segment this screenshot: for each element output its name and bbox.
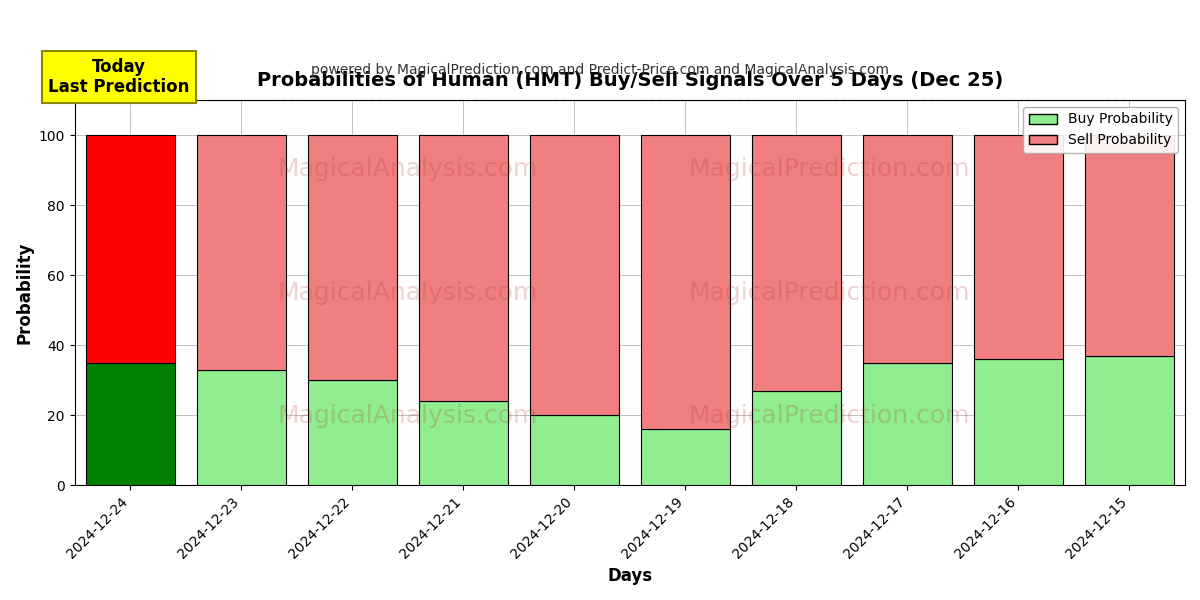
Bar bbox=[1085, 135, 1174, 356]
Y-axis label: Probability: Probability bbox=[16, 241, 34, 344]
Bar bbox=[752, 391, 841, 485]
Bar bbox=[197, 370, 286, 485]
Title: Probabilities of Human (HMT) Buy/Sell Signals Over 5 Days (Dec 25): Probabilities of Human (HMT) Buy/Sell Si… bbox=[257, 71, 1003, 90]
Bar bbox=[641, 429, 730, 485]
Bar bbox=[863, 135, 952, 362]
Bar bbox=[197, 135, 286, 370]
Bar bbox=[863, 362, 952, 485]
Bar bbox=[974, 359, 1063, 485]
Bar bbox=[308, 380, 397, 485]
Text: MagicalPrediction.com: MagicalPrediction.com bbox=[689, 404, 971, 428]
Text: MagicalAnalysis.com: MagicalAnalysis.com bbox=[277, 281, 538, 305]
Bar bbox=[1085, 356, 1174, 485]
Text: MagicalPrediction.com: MagicalPrediction.com bbox=[689, 281, 971, 305]
Text: powered by MagicalPrediction.com and Predict-Price.com and MagicalAnalysis.com: powered by MagicalPrediction.com and Pre… bbox=[311, 63, 889, 77]
Bar bbox=[85, 135, 174, 362]
Legend: Buy Probability, Sell Probability: Buy Probability, Sell Probability bbox=[1024, 107, 1178, 153]
Bar bbox=[419, 135, 508, 401]
Bar bbox=[752, 135, 841, 391]
Bar bbox=[974, 135, 1063, 359]
Text: MagicalAnalysis.com: MagicalAnalysis.com bbox=[277, 157, 538, 181]
Bar bbox=[641, 135, 730, 429]
Bar bbox=[85, 362, 174, 485]
Text: MagicalPrediction.com: MagicalPrediction.com bbox=[689, 157, 971, 181]
Bar bbox=[308, 135, 397, 380]
Text: MagicalAnalysis.com: MagicalAnalysis.com bbox=[277, 404, 538, 428]
Bar bbox=[530, 415, 619, 485]
Text: Today
Last Prediction: Today Last Prediction bbox=[48, 58, 190, 97]
Bar bbox=[530, 135, 619, 415]
X-axis label: Days: Days bbox=[607, 567, 653, 585]
Bar bbox=[419, 401, 508, 485]
